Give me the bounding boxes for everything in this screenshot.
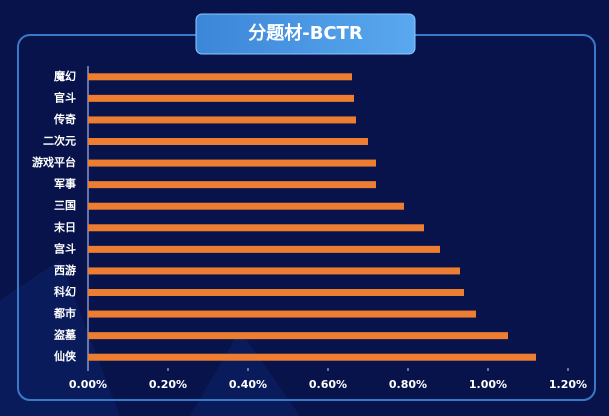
- y-tick-label: 科幻: [54, 285, 76, 299]
- y-tick-label: 都市: [53, 306, 76, 320]
- bar: [88, 224, 424, 232]
- bar: [88, 138, 368, 145]
- bar: [88, 353, 536, 361]
- bar: [88, 73, 352, 81]
- bar: [88, 116, 356, 124]
- x-tick-label: 1.00%: [469, 378, 507, 391]
- y-tick-label: 军事: [54, 177, 76, 191]
- y-tick-label: 二次元: [43, 134, 76, 148]
- y-tick-label: 盗墓: [54, 328, 77, 342]
- x-tick-label: 0.60%: [309, 378, 347, 391]
- chart-title: 分题材-BCTR: [248, 22, 363, 44]
- bar: [88, 332, 508, 340]
- x-tick-label: 0.00%: [69, 378, 107, 391]
- bar: [88, 245, 440, 253]
- y-tick-label: 末日: [53, 220, 76, 234]
- x-tick-label: 0.80%: [389, 378, 427, 391]
- y-tick-label: 三国: [54, 199, 76, 212]
- bar: [88, 202, 404, 210]
- y-tick-label: 宫斗: [54, 241, 76, 255]
- bar: [88, 289, 464, 296]
- y-tick-label: 仙侠: [54, 349, 77, 363]
- bar: [88, 310, 476, 318]
- y-tick-label: 魔幻: [54, 69, 76, 83]
- bar: [88, 159, 376, 167]
- x-tick-label: 1.20%: [549, 378, 587, 391]
- y-tick-label: 西游: [54, 263, 76, 277]
- y-tick-label: 官斗: [54, 90, 76, 104]
- decor: [190, 330, 300, 416]
- x-tick-label: 0.40%: [229, 378, 267, 391]
- x-tick-label: 0.20%: [149, 378, 187, 391]
- bar: [88, 267, 460, 275]
- title-box: [195, 13, 416, 55]
- y-tick-label: 游戏平台: [32, 155, 76, 169]
- y-tick-label: 传奇: [53, 112, 76, 126]
- bar: [88, 181, 376, 189]
- bar: [88, 94, 354, 102]
- decor: [0, 260, 120, 416]
